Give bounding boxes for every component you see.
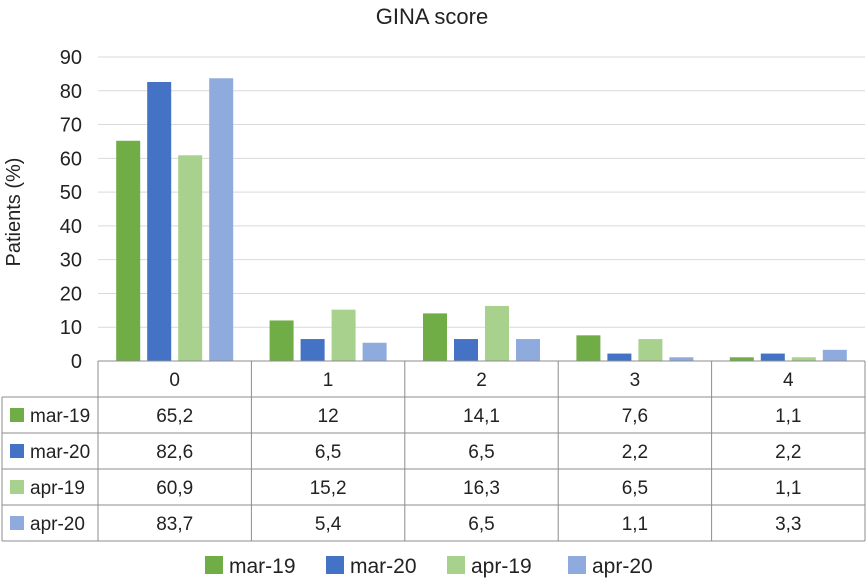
legend-label-mar-20: mar-20 (350, 555, 417, 578)
table-cell-value: 3,3 (775, 514, 801, 535)
bar-mar-19-2 (423, 313, 447, 361)
table-cell-value: 1,1 (775, 478, 801, 499)
bar-mar-20-3 (607, 353, 632, 361)
table-cell-value: 6,5 (468, 514, 494, 535)
bar-mar-20-2 (454, 339, 478, 361)
bar-apr-19-2 (485, 305, 509, 361)
table-legend-key (10, 480, 24, 494)
legend-swatch-apr-20 (568, 556, 586, 574)
bar-apr-20-0 (209, 78, 234, 361)
table-cell-value: 12 (318, 406, 339, 427)
bar-mar-19-1 (269, 320, 294, 361)
table-cell-value: 14,1 (463, 406, 500, 427)
table-legend-key (10, 408, 24, 422)
x-tick-label: 1 (323, 370, 334, 391)
y-tick-label: 80 (60, 81, 82, 103)
y-tick-label: 90 (60, 47, 82, 69)
bar-mar-19-4 (729, 357, 754, 361)
table-series-name: apr-20 (30, 514, 85, 535)
bar-apr-20-4 (822, 349, 847, 361)
table-cell-value: 6,5 (622, 478, 648, 499)
table-cell-value: 82,6 (156, 442, 193, 463)
y-tick-label: 10 (60, 317, 82, 339)
table-legend-key (10, 444, 24, 458)
chart-title: GINA score (376, 4, 488, 29)
bar-apr-20-2 (516, 339, 540, 361)
y-tick-label: 60 (60, 148, 82, 170)
table-legend-key (10, 516, 24, 530)
table-series-name: apr-19 (30, 478, 85, 499)
bar-apr-20-3 (669, 357, 694, 361)
x-tick-label: 2 (476, 370, 487, 391)
table-cell-value: 7,6 (622, 406, 648, 427)
y-tick-label: 40 (60, 216, 82, 238)
table-cell-value: 65,2 (156, 406, 193, 427)
legend-swatch-apr-19 (447, 556, 465, 574)
y-tick-labels: 0 10 20 30 40 50 60 70 80 90 (60, 47, 82, 373)
table-cell-value: 15,2 (310, 478, 347, 499)
legend-label-apr-20: apr-20 (592, 555, 653, 578)
bar-apr-20-1 (362, 342, 387, 361)
y-tick-label: 70 (60, 115, 82, 137)
bars (116, 78, 847, 362)
bar-mar-20-4 (760, 353, 785, 361)
x-tick-label: 4 (783, 370, 794, 391)
bar-mar-20-1 (300, 339, 325, 361)
legend: mar-19 mar-20 apr-19 apr-20 (205, 555, 653, 578)
bar-apr-19-3 (638, 339, 663, 361)
table-cell-value: 60,9 (156, 478, 193, 499)
y-tick-label: 50 (60, 182, 82, 204)
y-tick-label: 30 (60, 250, 82, 272)
bar-mar-20-0 (147, 81, 172, 362)
legend-swatch-mar-20 (326, 556, 344, 574)
table-series-name: mar-20 (30, 442, 90, 463)
legend-label-apr-19: apr-19 (471, 555, 532, 578)
x-tick-label: 0 (169, 370, 180, 391)
legend-label-mar-19: mar-19 (229, 555, 296, 578)
y-tick-label: 0 (71, 351, 82, 373)
table-cell-value: 1,1 (622, 514, 648, 535)
legend-swatch-mar-19 (205, 556, 223, 574)
table-cell-value: 2,2 (622, 442, 648, 463)
table-cell-value: 83,7 (156, 514, 193, 535)
y-axis-label: Patients (%) (3, 158, 25, 267)
table-cell-value: 16,3 (463, 478, 500, 499)
x-tick-label: 3 (630, 370, 641, 391)
table-cell-value: 1,1 (775, 406, 801, 427)
bar-apr-19-0 (178, 155, 203, 361)
table-cell-value: 6,5 (315, 442, 341, 463)
table-cell-value: 6,5 (468, 442, 494, 463)
table-series-name: mar-19 (30, 406, 90, 427)
bar-apr-19-4 (791, 357, 816, 361)
bar-mar-19-3 (576, 335, 601, 361)
bar-mar-19-0 (116, 140, 141, 361)
y-tick-label: 20 (60, 283, 82, 305)
bar-apr-19-1 (331, 309, 356, 361)
table-cell-value: 5,4 (315, 514, 342, 535)
table-cell-value: 2,2 (775, 442, 801, 463)
